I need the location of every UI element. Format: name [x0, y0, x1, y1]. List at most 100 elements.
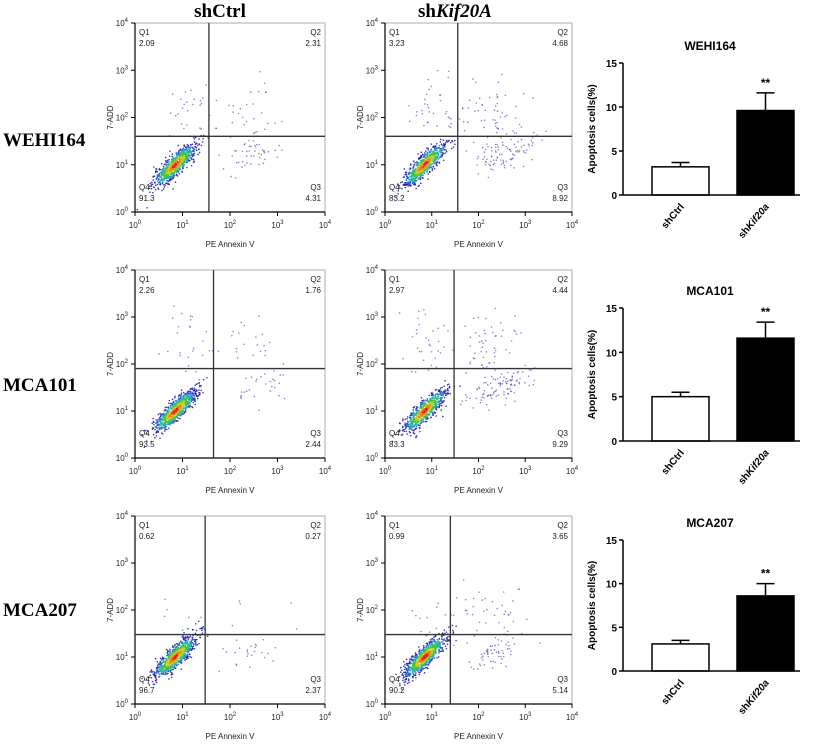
event-dot — [191, 350, 194, 352]
event-dot — [518, 150, 520, 153]
event-dot — [163, 430, 166, 432]
event-dot — [158, 353, 160, 355]
event-dot — [164, 428, 166, 431]
event-dot — [201, 354, 204, 357]
event-dot — [435, 405, 437, 407]
event-dot — [486, 158, 488, 161]
event-dot — [235, 162, 238, 164]
event-dot — [268, 341, 271, 344]
event-dot — [141, 677, 143, 680]
event-dot — [234, 149, 236, 152]
event-dot — [152, 179, 154, 181]
event-dot — [171, 178, 174, 180]
event-dot — [173, 644, 176, 647]
event-dot — [494, 105, 497, 107]
event-dot — [258, 163, 260, 166]
event-dot — [469, 397, 471, 400]
event-dot — [189, 315, 192, 317]
event-dot — [420, 350, 423, 353]
event-dot — [253, 395, 256, 398]
quadrant-percent: 0.62 — [139, 532, 155, 541]
event-dot — [412, 409, 415, 411]
event-dot — [187, 396, 189, 398]
event-dot — [172, 188, 174, 190]
event-dot — [525, 149, 528, 151]
event-dot — [438, 157, 441, 159]
event-dot — [499, 153, 501, 156]
event-dot — [164, 171, 166, 173]
event-dot — [281, 120, 283, 123]
event-dot — [504, 115, 506, 118]
row-label: MCA207 — [3, 600, 77, 621]
event-dot — [177, 144, 179, 147]
event-dot — [161, 416, 164, 418]
event-dot — [250, 645, 252, 648]
event-dot — [174, 667, 177, 670]
event-dot — [444, 394, 447, 397]
event-dot — [421, 113, 424, 115]
event-dot — [241, 116, 244, 119]
event-dot — [178, 642, 181, 644]
event-dot — [442, 393, 445, 396]
event-dot — [439, 352, 442, 354]
event-dot — [177, 646, 179, 649]
event-dot — [149, 671, 151, 673]
event-dot — [515, 150, 517, 153]
event-dot — [440, 147, 442, 150]
event-dot — [481, 146, 484, 149]
event-dot — [483, 156, 486, 158]
y-tick-label: 100 — [116, 453, 129, 463]
event-dot — [424, 399, 427, 402]
event-dot — [413, 179, 416, 181]
event-dot — [171, 93, 174, 95]
event-dot — [469, 345, 472, 347]
event-dot — [391, 440, 394, 443]
event-dot — [159, 437, 161, 440]
event-dot — [183, 157, 186, 160]
event-dot — [433, 411, 436, 413]
event-dot — [545, 130, 547, 133]
event-dot — [494, 335, 497, 337]
event-dot — [448, 386, 451, 389]
event-dot — [411, 419, 413, 422]
event-dot — [429, 158, 432, 160]
quadrant-percent: 2.31 — [305, 39, 321, 48]
event-dot — [154, 436, 156, 439]
quadrant-percent: 93.5 — [139, 440, 155, 449]
event-dot — [406, 682, 409, 685]
event-dot — [194, 145, 196, 148]
event-dot — [178, 397, 181, 400]
event-dot — [200, 144, 203, 147]
y-tick-label: 101 — [116, 160, 129, 170]
event-dot — [418, 310, 420, 313]
event-dot — [248, 389, 251, 391]
event-dot — [180, 394, 183, 396]
event-dot — [170, 672, 173, 675]
event-dot — [463, 129, 466, 132]
event-dot — [171, 153, 174, 156]
event-dot — [258, 315, 260, 317]
event-dot — [265, 91, 267, 94]
event-dot — [494, 349, 497, 352]
event-dot — [414, 171, 416, 173]
event-dot — [163, 183, 165, 186]
event-dot — [183, 412, 185, 414]
event-dot — [187, 651, 189, 653]
event-dot — [436, 164, 438, 167]
event-dot — [427, 339, 430, 342]
event-dot — [448, 139, 450, 142]
event-dot — [497, 394, 500, 396]
event-dot — [152, 420, 155, 423]
event-dot — [439, 94, 442, 96]
event-dot — [158, 676, 160, 678]
event-dot — [167, 410, 170, 413]
event-dot — [415, 329, 418, 331]
event-dot — [199, 127, 201, 129]
event-dot — [167, 182, 169, 185]
event-dot — [169, 666, 171, 668]
event-dot — [174, 181, 177, 183]
event-dot — [433, 406, 436, 408]
event-dot — [447, 76, 450, 79]
event-dot — [531, 137, 534, 139]
